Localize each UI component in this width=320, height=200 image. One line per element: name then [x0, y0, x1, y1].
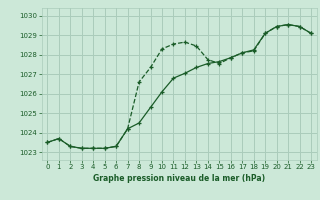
X-axis label: Graphe pression niveau de la mer (hPa): Graphe pression niveau de la mer (hPa)	[93, 174, 265, 183]
